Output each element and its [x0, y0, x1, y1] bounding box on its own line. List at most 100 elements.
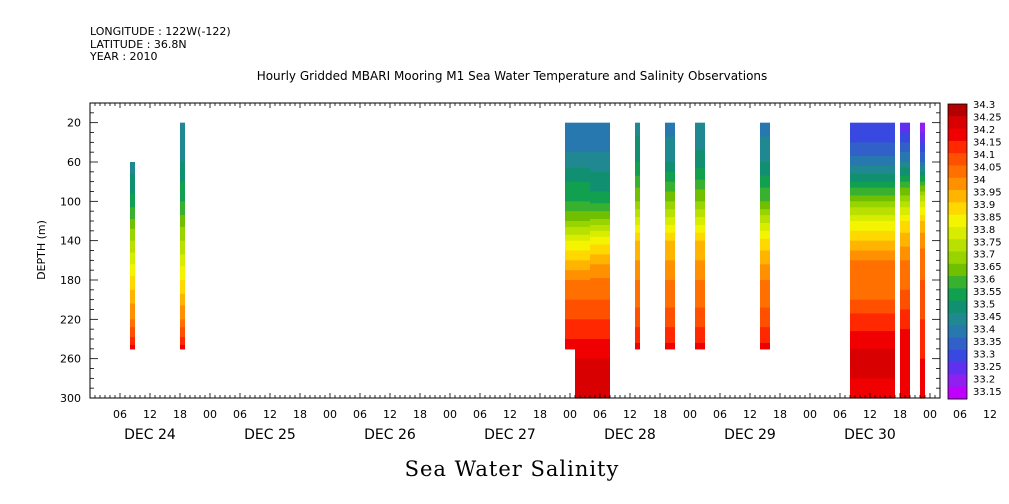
salinity-cell — [695, 260, 705, 263]
salinity-cell — [590, 244, 610, 248]
salinity-cell — [635, 283, 640, 287]
salinity-cell — [635, 281, 640, 285]
salinity-cell — [575, 366, 590, 370]
salinity-cell — [760, 195, 770, 198]
salinity-cell — [900, 392, 910, 395]
salinity-cell — [920, 333, 925, 336]
salinity-cell — [590, 183, 610, 187]
salinity-cell — [695, 213, 705, 216]
salinity-cell — [850, 262, 895, 265]
salinity-cell — [590, 287, 610, 291]
salinity-cell — [695, 207, 705, 210]
salinity-cell — [900, 323, 910, 326]
salinity-cell — [575, 370, 590, 374]
salinity-cell — [665, 264, 675, 267]
salinity-cell — [695, 254, 705, 257]
salinity-cell — [850, 305, 895, 309]
salinity-cell — [590, 303, 610, 307]
salinity-cell — [665, 293, 675, 297]
salinity-cell — [850, 380, 895, 383]
salinity-cell — [565, 195, 590, 198]
salinity-cell — [590, 340, 610, 344]
salinity-cell — [590, 146, 610, 149]
salinity-cell — [760, 167, 770, 171]
salinity-cell — [900, 331, 910, 334]
salinity-cell — [760, 142, 770, 145]
salinity-cell — [900, 183, 910, 187]
salinity-cell — [920, 185, 925, 189]
salinity-cell — [695, 181, 705, 185]
salinity-cell — [590, 254, 610, 257]
colorbar-swatch — [948, 325, 967, 338]
salinity-cell — [130, 329, 135, 332]
salinity-cell — [850, 160, 895, 163]
salinity-cell — [760, 185, 770, 189]
salinity-cell — [635, 128, 640, 132]
salinity-cell — [920, 171, 925, 175]
salinity-cell — [130, 272, 135, 275]
salinity-cell — [760, 252, 770, 256]
salinity-cell — [665, 344, 675, 348]
salinity-cell — [565, 203, 590, 206]
salinity-cell — [130, 242, 135, 246]
salinity-cell — [695, 162, 705, 165]
salinity-cell — [850, 242, 895, 246]
salinity-cell — [900, 360, 910, 364]
salinity-cell — [665, 183, 675, 187]
salinity-cell — [850, 364, 895, 368]
salinity-cell — [900, 138, 910, 141]
salinity-cell — [180, 254, 185, 257]
salinity-cell — [635, 254, 640, 257]
salinity-cell — [635, 248, 640, 252]
salinity-cell — [665, 130, 675, 134]
salinity-cell — [635, 344, 640, 348]
salinity-cell — [850, 205, 895, 208]
salinity-cell — [695, 274, 705, 277]
salinity-cell — [635, 258, 640, 261]
salinity-cell — [130, 278, 135, 281]
salinity-cell — [565, 221, 590, 224]
salinity-cell — [590, 305, 610, 309]
salinity-cell — [565, 165, 590, 169]
salinity-cell — [900, 250, 910, 254]
salinity-cell — [590, 327, 610, 330]
colorbar-swatch — [948, 349, 967, 363]
salinity-cell — [900, 181, 910, 185]
salinity-cell — [180, 342, 185, 346]
salinity-cell — [760, 140, 770, 143]
salinity-cell — [760, 337, 770, 340]
x-axis: 06 12 18 00 06 12 18 00 06 12 18 00 06 12 18 00 06 12 18 00… — [94, 103, 997, 443]
salinity-cell — [565, 207, 590, 210]
salinity-cell — [590, 248, 610, 252]
salinity-cell — [850, 270, 895, 273]
salinity-cell — [635, 274, 640, 277]
salinity-cell — [695, 148, 705, 151]
salinity-cell — [900, 283, 910, 287]
salinity-cell — [665, 173, 675, 177]
salinity-cell — [180, 313, 185, 316]
salinity-cell — [130, 221, 135, 224]
colorbar-swatch — [948, 104, 967, 117]
salinity-cell — [590, 201, 610, 204]
salinity-cell — [900, 291, 910, 295]
salinity-cell — [850, 329, 895, 332]
salinity-cell — [130, 207, 135, 210]
salinity-cell — [695, 197, 705, 200]
salinity-cell — [665, 309, 675, 313]
salinity-cell — [695, 219, 705, 222]
salinity-cell — [180, 309, 185, 313]
salinity-cell — [920, 344, 925, 348]
salinity-cell — [590, 171, 610, 175]
salinity-cell — [760, 335, 770, 338]
salinity-cell — [665, 254, 675, 257]
salinity-cell — [900, 211, 910, 214]
salinity-cell — [635, 303, 640, 307]
salinity-cell — [920, 309, 925, 313]
salinity-cell — [760, 144, 770, 147]
salinity-cell — [635, 181, 640, 185]
salinity-cell — [695, 238, 705, 242]
salinity-cell — [920, 173, 925, 177]
salinity-cell — [900, 193, 910, 197]
salinity-cell — [635, 222, 640, 226]
salinity-cell — [695, 289, 705, 293]
